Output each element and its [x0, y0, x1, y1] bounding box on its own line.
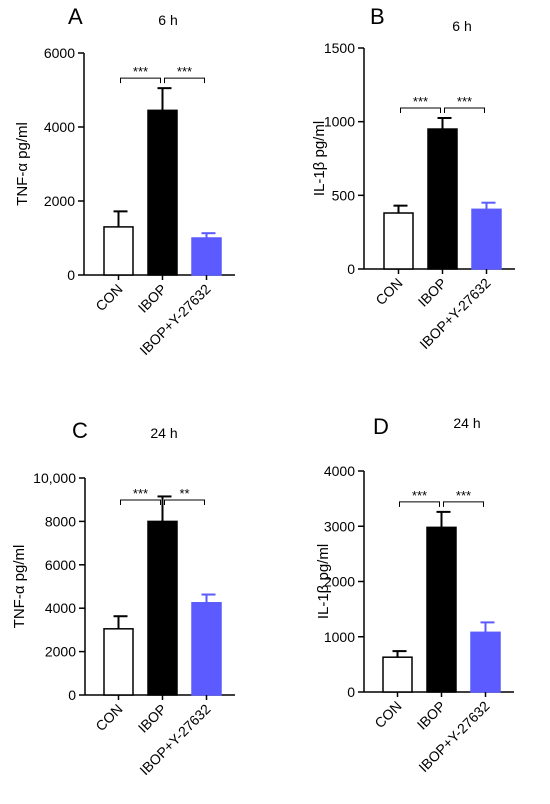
- y-tick-label: 1500: [324, 40, 355, 56]
- x-tick-label: CON: [92, 281, 125, 314]
- panel-letter: B: [370, 4, 385, 29]
- significance-bracket: [444, 107, 485, 113]
- y-tick-label: 3000: [324, 518, 355, 534]
- significance-label: ***: [133, 64, 148, 79]
- bar-con: [383, 212, 414, 270]
- y-tick-label: 0: [347, 261, 355, 277]
- bar-ibop-y27632: [191, 237, 222, 276]
- y-tick-label: 0: [68, 687, 76, 703]
- significance-bracket: [164, 77, 205, 84]
- x-tick-label: IBOP: [135, 281, 170, 316]
- y-tick-label: 2000: [324, 574, 355, 590]
- panel-letter: A: [68, 4, 83, 29]
- x-tick-label: IBOP: [135, 701, 170, 736]
- bar-ibop: [147, 109, 178, 276]
- significance-bracket: [164, 499, 205, 505]
- x-tick-label: CON: [372, 275, 405, 308]
- significance-label: ***: [456, 488, 471, 503]
- significance-label: ***: [457, 94, 472, 109]
- bar-ibop-y27632: [470, 631, 501, 693]
- y-tick-label: 6000: [44, 45, 75, 61]
- significance-bracket: [120, 499, 161, 505]
- panel-d: D 24 h IL-1β pg/ml 0 1000 2000 3000 4000 CON IBOP…: [315, 414, 514, 775]
- significance-label: ***: [177, 64, 192, 79]
- y-tick-label: 4000: [45, 600, 76, 616]
- bar-ibop: [147, 520, 178, 696]
- bar-ibop: [427, 128, 458, 270]
- significance-label: ***: [412, 488, 427, 503]
- bar-ibop-y27632: [191, 602, 222, 696]
- bar-con: [103, 628, 134, 696]
- bar-con: [103, 226, 134, 276]
- y-tick-label: 2000: [44, 193, 75, 209]
- panel-letter: D: [373, 414, 389, 439]
- panel-c: C 24 h TNF-α pg/ml 0 2000 4000 6000 8000 10,000 C…: [11, 418, 235, 778]
- y-axis-label: IL-1β pg/ml: [315, 544, 332, 619]
- y-axis-label: TNF-α pg/ml: [11, 545, 28, 629]
- significance-bracket: [120, 77, 161, 84]
- y-tick-label: 1000: [324, 629, 355, 645]
- x-tick-label: CON: [371, 698, 404, 731]
- y-tick-label: 2000: [45, 644, 76, 660]
- significance-label: ***: [133, 486, 148, 501]
- panel-subtitle: 6 h: [452, 18, 471, 34]
- y-tick-label: 4000: [44, 119, 75, 135]
- significance-label: ***: [413, 94, 428, 109]
- y-tick-label: 500: [332, 187, 356, 203]
- x-tick-label: IBOP: [415, 275, 450, 310]
- y-axis-label: TNF-α pg/ml: [14, 122, 31, 206]
- x-tick-label: CON: [92, 701, 125, 734]
- y-tick-label: 1000: [324, 114, 355, 130]
- significance-label: **: [179, 486, 189, 501]
- significance-bracket: [399, 501, 440, 507]
- panel-subtitle: 24 h: [453, 415, 480, 431]
- y-tick-label: 0: [347, 684, 355, 700]
- y-tick-label: 4000: [324, 463, 355, 479]
- y-axis-label: IL-1β pg/ml: [311, 121, 328, 196]
- y-tick-label: 0: [67, 267, 75, 283]
- significance-bracket: [443, 501, 484, 507]
- x-tick-label: IBOP: [414, 698, 449, 733]
- bar-con: [382, 656, 413, 693]
- panel-letter: C: [72, 418, 88, 443]
- y-tick-label: 10,000: [33, 470, 76, 486]
- panel-subtitle: 24 h: [150, 425, 177, 441]
- bar-ibop-y27632: [471, 208, 502, 270]
- significance-bracket: [400, 107, 441, 113]
- bar-ibop: [426, 526, 457, 693]
- y-tick-label: 8000: [45, 513, 76, 529]
- y-tick-label: 6000: [45, 557, 76, 573]
- panel-subtitle: 6 h: [158, 12, 177, 28]
